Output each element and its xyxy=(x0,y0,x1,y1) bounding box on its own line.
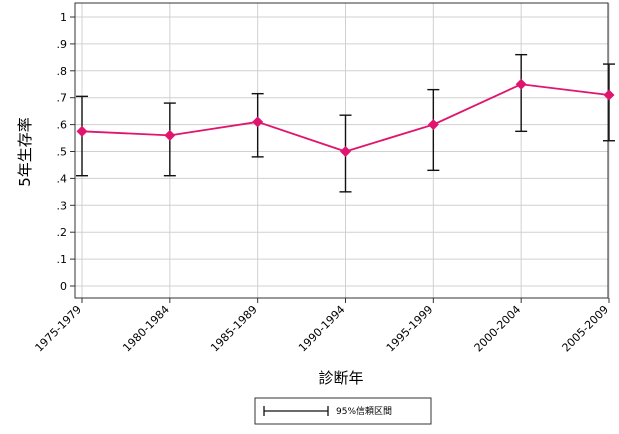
y-tick-label: 1 xyxy=(60,11,67,24)
y-tick-label: .1 xyxy=(57,253,68,266)
data-point xyxy=(164,129,176,141)
y-axis: 0 .1 .2 .3 .4 .5 .6 .7 .8 .9 1 xyxy=(57,11,75,293)
y-tick-label: .4 xyxy=(57,172,68,185)
x-tick-label: 1975-1979 xyxy=(33,303,85,355)
x-tick-label: 1995-1999 xyxy=(384,303,436,355)
y-tick-label: 0 xyxy=(60,280,67,293)
data-point xyxy=(252,116,264,128)
legend-label: 95%信頼区間 xyxy=(336,405,392,417)
x-tick-label: 2000-2004 xyxy=(472,303,524,355)
x-axis-label: 診断年 xyxy=(318,369,363,387)
data-point xyxy=(427,119,439,131)
x-axis: 1975-1979 1980-1984 1985-1989 1990-1994 1995… xyxy=(33,298,612,355)
x-tick-label: 1980-1984 xyxy=(120,303,172,355)
y-tick-label: .5 xyxy=(57,146,68,159)
markers xyxy=(76,78,615,157)
legend: 95%信頼区間 xyxy=(254,397,432,425)
y-tick-label: .3 xyxy=(57,199,68,212)
plot-frame xyxy=(74,2,609,299)
data-point xyxy=(340,146,351,157)
y-tick-label: .2 xyxy=(57,226,68,239)
y-axis-label: 5年生存率 xyxy=(16,117,34,187)
x-tick-label: 2005-2009 xyxy=(560,303,612,355)
y-tick-label: .9 xyxy=(57,38,68,51)
data-point xyxy=(603,89,615,101)
y-tick-label: .8 xyxy=(57,65,68,78)
y-tick-label: .7 xyxy=(57,92,68,105)
x-tick-label: 1990-1994 xyxy=(296,303,348,355)
x-tick-label: 1985-1989 xyxy=(208,303,260,355)
y-tick-label: .6 xyxy=(57,119,68,132)
data-point xyxy=(515,78,527,90)
data-point xyxy=(76,125,88,137)
